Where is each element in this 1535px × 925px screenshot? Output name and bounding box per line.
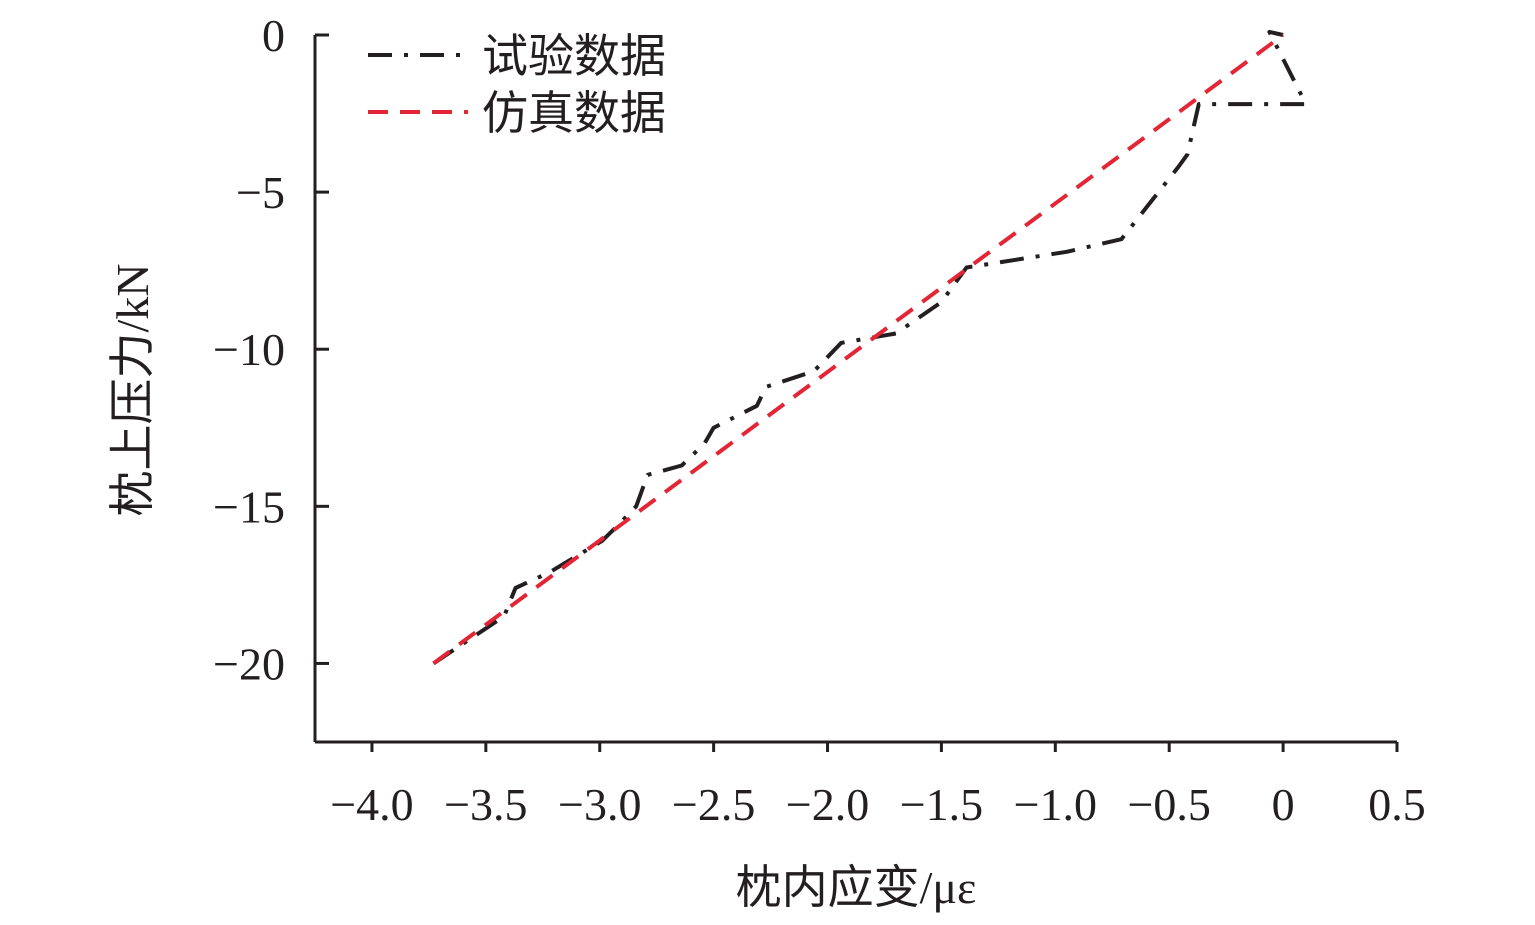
x-tick-label: −2.0 <box>786 779 869 830</box>
series-line-simulation <box>432 33 1285 666</box>
x-tick-label: 0.5 <box>1368 779 1426 830</box>
x-tick-label: −1.5 <box>900 779 983 830</box>
series-line-experiment <box>432 29 1308 666</box>
series-layer <box>432 29 1308 666</box>
x-tick-label: −0.5 <box>1127 779 1210 830</box>
x-tick-label: −2.5 <box>672 779 755 830</box>
axes <box>313 35 1397 744</box>
y-tick-label: −5 <box>236 167 285 218</box>
ticks: −4.0 −3.5 −3.0 −2.5 −2.0 −1.5 −1.0 −0.5 0 0.5 0 −5 −… <box>213 10 1426 830</box>
axis-labels: 枕内应变/με 枕上压力/kN <box>107 264 976 914</box>
x-tick-label: −3.5 <box>444 779 527 830</box>
y-tick-label: −10 <box>213 324 285 375</box>
y-tick-label: 0 <box>262 10 285 61</box>
x-tick-label: 0 <box>1272 779 1295 830</box>
legend-label: 仿真数据 <box>482 88 666 139</box>
x-tick-label: −1.0 <box>1014 779 1097 830</box>
y-tick-label: −20 <box>213 638 285 689</box>
y-axis-label: 枕上压力/kN <box>107 264 158 517</box>
y-tick-label: −15 <box>213 481 285 532</box>
x-tick-label: −4.0 <box>330 779 413 830</box>
legend-label: 试验数据 <box>482 31 666 82</box>
x-tick-label: −3.0 <box>558 779 641 830</box>
x-axis-label: 枕内应变/με <box>736 862 977 913</box>
